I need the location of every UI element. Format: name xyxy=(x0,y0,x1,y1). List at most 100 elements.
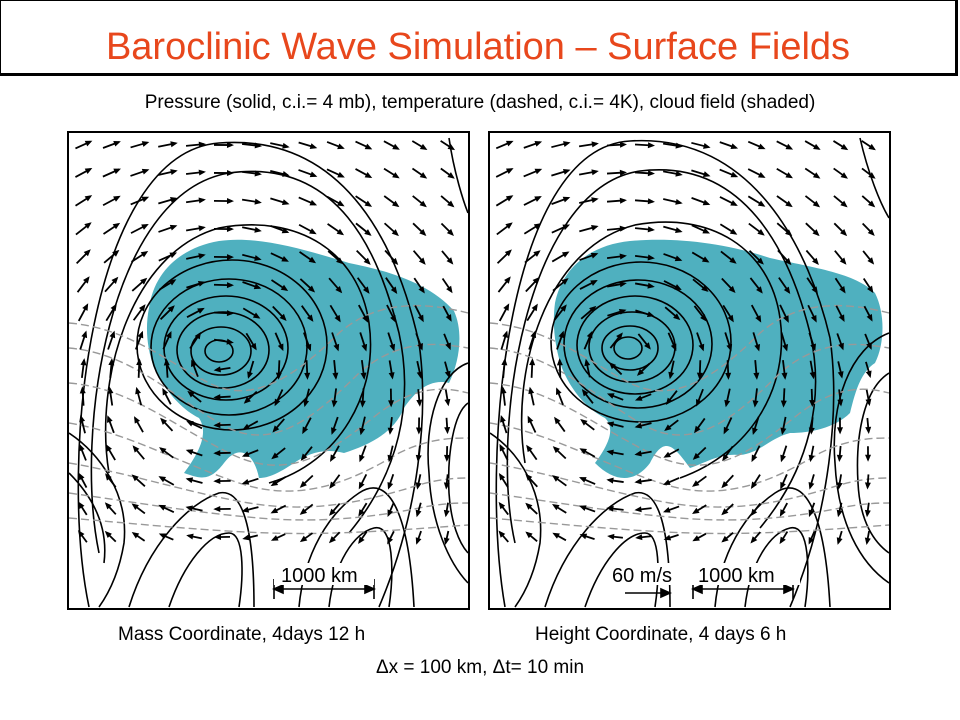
wind-arrow-head xyxy=(328,536,336,544)
mass-coordinate-panel: 1000 km xyxy=(67,131,470,610)
wind-arrow-head xyxy=(331,400,338,408)
wind-arrow-head xyxy=(730,171,739,178)
wind-arrow-head xyxy=(698,343,705,352)
wind-arrow-head xyxy=(107,386,114,394)
wind-arrow-head xyxy=(579,505,587,511)
wind-arrow-head xyxy=(282,142,290,149)
wind-arrow-head xyxy=(721,535,729,543)
wind-arrow-head xyxy=(105,473,112,481)
wind-arrow-head xyxy=(696,372,703,380)
wind-arrow-head xyxy=(390,315,396,323)
wind-arrow-head xyxy=(608,362,617,370)
wind-arrow-head xyxy=(674,255,683,262)
wind-arrow-head xyxy=(241,506,250,513)
wind-arrow-head xyxy=(866,313,873,322)
wind-arrow-head xyxy=(391,229,399,237)
wind-arrow-head xyxy=(729,228,738,235)
wind-arrow-head xyxy=(591,169,599,176)
wind-vectors xyxy=(75,140,456,545)
wind-arrow-head xyxy=(390,286,398,294)
wind-arrow-head xyxy=(304,372,311,380)
wind-arrow-head xyxy=(81,330,88,339)
wind-arrow-head xyxy=(634,395,643,401)
wind-arrow-head xyxy=(867,285,874,294)
wind-arrow-head xyxy=(391,257,399,266)
wind-arrow-head xyxy=(415,454,422,463)
wind-arrow-head xyxy=(634,478,642,485)
wind-arrow-head xyxy=(194,331,202,340)
wind-arrow-head xyxy=(329,508,336,516)
wind-arrow-head xyxy=(756,286,763,294)
wind-arrow-head xyxy=(586,330,593,339)
wind-arrow-head xyxy=(418,286,425,294)
wind-arrow-head xyxy=(213,534,222,541)
wind-arrow-head xyxy=(444,398,451,407)
wind-arrow-head xyxy=(198,225,206,232)
wind-arrow-head xyxy=(663,507,671,513)
wind-arrow-head xyxy=(812,229,820,237)
wind-arrow-head xyxy=(504,276,511,284)
cloud-shading xyxy=(146,239,460,478)
wind-arrow-head xyxy=(701,285,709,292)
wind-arrow-head xyxy=(563,141,571,147)
wind-arrow-head xyxy=(309,228,317,235)
wind-arrow-head xyxy=(158,533,167,540)
wind-arrow-head xyxy=(728,285,736,294)
wind-arrow-head xyxy=(330,454,337,462)
wind-arrow-head xyxy=(308,256,317,264)
wind-arrow-head xyxy=(837,427,844,435)
wind-arrow-head xyxy=(726,343,733,352)
wind-arrow-head xyxy=(359,427,366,436)
wind-arrow-head xyxy=(133,416,141,424)
wind-arrow-head xyxy=(336,228,345,236)
wind-arrow-head xyxy=(618,308,627,315)
wind-arrow-head xyxy=(750,536,758,544)
wind-arrow-head xyxy=(84,168,93,174)
wind-arrow-head xyxy=(254,142,262,149)
wind-arrow-head xyxy=(387,509,394,518)
wind-arrow-head xyxy=(562,224,571,231)
wind-arrow-head xyxy=(868,172,876,179)
wind-arrow-head xyxy=(363,257,371,265)
wind-arrow-head xyxy=(110,303,117,312)
wind-arrow-head xyxy=(446,285,453,294)
page-title: Baroclinic Wave Simulation – Surface Fie… xyxy=(105,26,851,68)
wind-arrow-head xyxy=(132,445,140,453)
wind-arrow-head xyxy=(502,330,509,339)
wind-arrow-head xyxy=(619,225,627,232)
wind-arrow-head xyxy=(619,197,627,204)
wind-arrow-head xyxy=(525,473,533,481)
wind-arrow-head xyxy=(534,196,542,202)
wind-arrow-head xyxy=(780,481,786,490)
wind-arrow-head xyxy=(78,501,85,509)
wind-arrow-head xyxy=(306,314,314,322)
wind-arrow-head xyxy=(562,168,571,175)
wind-arrow-head xyxy=(335,286,343,294)
wind-arrow-head xyxy=(606,421,615,428)
wind-arrow-head xyxy=(701,256,710,263)
wind-arrow-head xyxy=(443,454,450,462)
wind-arrow-head xyxy=(141,196,150,203)
wind-arrow-head xyxy=(445,342,451,351)
wind-arrow-head xyxy=(416,371,423,379)
wind-arrow-head xyxy=(131,503,139,510)
wind-arrow-head xyxy=(809,399,816,408)
wind-arrow-head xyxy=(663,451,671,458)
temperature-contours xyxy=(69,304,468,535)
wind-arrow-head xyxy=(783,315,789,323)
wind-arrow-head xyxy=(252,312,261,319)
height-coordinate-caption: Height Coordinate, 4 days 6 h xyxy=(535,624,787,645)
wind-arrow-head xyxy=(113,195,121,202)
wind-arrow-head xyxy=(107,415,113,423)
wind-arrow-head xyxy=(554,416,561,425)
wind-arrow-head xyxy=(755,315,762,323)
wind-arrow-head xyxy=(836,537,843,545)
wind-arrow-head xyxy=(808,482,815,490)
wind-arrow-head xyxy=(552,446,560,454)
wind-arrow-head xyxy=(415,509,422,518)
wind-arrow-head xyxy=(533,223,542,230)
wind-arrow-head xyxy=(730,200,738,206)
wind-arrow-head xyxy=(808,509,815,518)
wind-arrow-head xyxy=(839,257,847,265)
wind-arrow-head xyxy=(253,283,262,290)
